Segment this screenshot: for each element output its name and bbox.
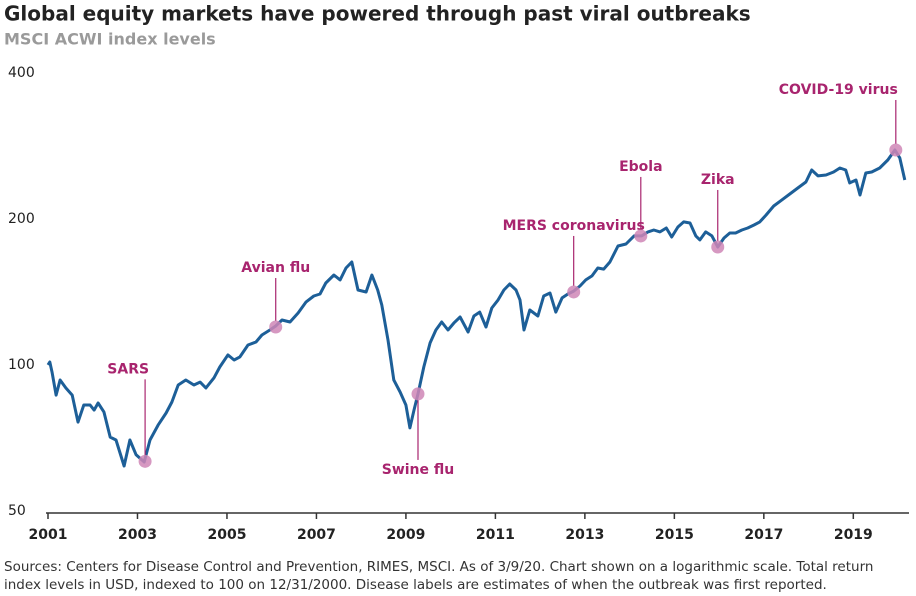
annotation-marker [634,229,648,243]
annotation-marker [711,240,725,254]
annotation-marker [889,143,903,157]
annotation-label: MERS coronavirus [503,218,645,234]
annotation-marker [138,454,152,468]
chart-title: Global equity markets have powered throu… [4,2,751,26]
y-tick-label: 100 [8,357,35,373]
chart: Global equity markets have powered throu… [4,2,909,543]
annotation-marker [411,387,425,401]
x-tick-label: 2003 [118,527,157,543]
annotation-label: Zika [701,172,735,188]
x-tick-label: 2017 [744,527,783,543]
y-tick-label: 200 [8,211,35,227]
x-tick-label: 2015 [655,527,694,543]
x-tick-label: 2001 [29,527,68,543]
annotation-label: Swine flu [382,462,455,478]
x-tick-label: 2007 [297,527,336,543]
data-line [46,148,907,468]
x-tick-label: 2013 [565,527,604,543]
x-tick-label: 2019 [834,527,873,543]
chart-subtitle: MSCI ACWI index levels [4,30,216,49]
annotation-marker [567,285,581,299]
y-tick-label: 400 [8,65,35,81]
x-tick-label: 2005 [207,527,246,543]
annotation-label: Ebola [619,159,662,175]
annotation-label: Avian flu [241,260,310,276]
x-tick-label: 2011 [476,527,515,543]
y-tick-label: 50 [8,503,26,519]
annotation-label: COVID-19 virus [779,82,898,98]
x-tick-label: 2009 [386,527,425,543]
annotation-marker [269,320,283,334]
annotation-label: SARS [107,361,149,377]
footnote: Sources: Centers for Disease Control and… [4,559,874,593]
